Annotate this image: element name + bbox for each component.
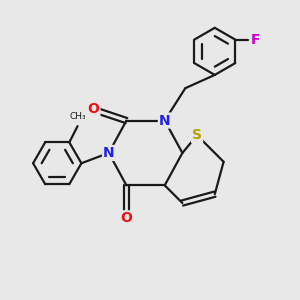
Text: O: O bbox=[121, 211, 132, 225]
Text: CH₃: CH₃ bbox=[69, 112, 86, 121]
Text: N: N bbox=[103, 146, 115, 160]
Text: N: N bbox=[159, 114, 170, 128]
Text: S: S bbox=[192, 128, 202, 142]
Text: O: O bbox=[88, 102, 99, 116]
Text: F: F bbox=[251, 33, 260, 46]
